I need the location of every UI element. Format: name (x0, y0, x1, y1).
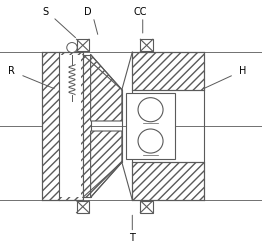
Text: S: S (42, 7, 48, 17)
Polygon shape (132, 52, 204, 90)
Text: D: D (84, 7, 92, 17)
Circle shape (67, 43, 77, 53)
Circle shape (138, 98, 163, 122)
Bar (58, 55, 81, 197)
Bar (42, 52, 83, 200)
Bar (140, 39, 153, 51)
Polygon shape (91, 55, 122, 121)
Text: H: H (239, 66, 247, 76)
Polygon shape (83, 55, 91, 197)
Polygon shape (91, 131, 122, 197)
Text: CC: CC (133, 7, 147, 17)
Bar (77, 39, 89, 51)
Text: T: T (129, 233, 135, 242)
Bar (77, 201, 89, 213)
Text: R: R (8, 66, 15, 76)
Bar (140, 201, 153, 213)
Circle shape (138, 129, 163, 153)
Polygon shape (132, 162, 204, 200)
Bar (126, 93, 175, 159)
